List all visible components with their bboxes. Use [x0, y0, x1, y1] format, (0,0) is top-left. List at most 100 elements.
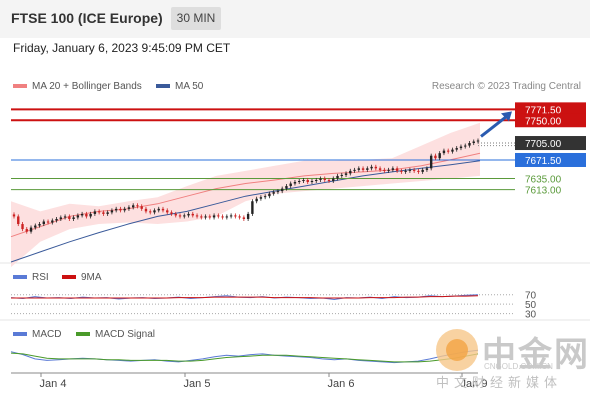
candle-body: [102, 212, 105, 214]
ma20-line: [10, 152, 481, 238]
candle-body: [59, 217, 63, 219]
rsi-ma-line: [11, 295, 479, 299]
candle-body: [34, 225, 37, 228]
rsi-ma-swatch: [62, 275, 76, 280]
candle-body: [131, 205, 135, 208]
candle-body: [374, 166, 378, 169]
level-label-bg-3: [515, 152, 586, 167]
candle-body: [293, 182, 297, 184]
candle-body: [25, 229, 28, 232]
legend-macd: MACD: [13, 329, 61, 340]
candle-body: [183, 215, 186, 217]
candle-body: [221, 216, 224, 218]
candle-body: [378, 168, 382, 170]
macd-signal-line: [10, 352, 479, 363]
level-label-4: 7635.00: [525, 174, 562, 185]
candle-body: [29, 227, 33, 232]
candle-body: [276, 191, 280, 193]
candle-body: [417, 170, 420, 172]
candle-body: [434, 155, 437, 159]
candle-body: [46, 221, 50, 223]
ma50-line: [10, 160, 481, 263]
candle-body: [204, 216, 207, 218]
candle-body: [476, 140, 480, 142]
watermark-subtitle: 中文财经新媒体: [436, 375, 563, 390]
research-credit: Research © 2023 Trading Central: [431, 81, 581, 92]
legend-macd-label: MACD: [32, 329, 62, 340]
bollinger-swatch: [13, 84, 27, 89]
candle-body: [195, 215, 199, 217]
macd-signal-swatch: [76, 332, 90, 337]
candle-body: [391, 168, 395, 170]
candle-body: [340, 174, 343, 176]
candle-body: [166, 210, 169, 213]
chart-datetime: Friday, January 6, 2023 9:45:09 PM CET: [13, 41, 231, 55]
candle-body: [357, 168, 361, 170]
candle-body: [246, 213, 250, 219]
candle-body: [421, 169, 424, 172]
candle-body: [191, 213, 194, 216]
candle-body: [438, 153, 441, 159]
candle-body: [336, 175, 339, 179]
timeframe-badge[interactable]: 30 MIN: [171, 7, 221, 30]
candle-body: [464, 145, 467, 147]
candle-body: [319, 178, 322, 180]
candle-body: [455, 148, 458, 150]
candle-body: [114, 208, 118, 211]
legend-rsi-label: RSI: [32, 272, 49, 283]
candle-body: [383, 169, 386, 171]
forecast-arrowhead: [501, 111, 512, 122]
candle-body: [315, 179, 318, 181]
candle-body: [123, 208, 126, 211]
candle-body: [42, 221, 45, 225]
candle-body: [51, 220, 54, 223]
candle-body: [72, 217, 75, 219]
candle-body: [302, 179, 305, 181]
watermark-url: CNGOLD.COM.CN: [484, 362, 553, 371]
candle-body: [259, 197, 263, 199]
candle-body: [353, 169, 356, 171]
candle-body: [21, 224, 24, 230]
candle-body: [149, 211, 152, 213]
rsi-swatch: [13, 275, 27, 280]
candle-body: [447, 150, 450, 152]
candle-body: [12, 214, 16, 217]
candle-body: [153, 210, 156, 213]
candle-body: [97, 211, 101, 213]
candle-body: [229, 215, 233, 217]
candle-body: [327, 179, 331, 181]
forecast-arrow: [480, 114, 509, 138]
candle-body: [85, 213, 88, 217]
candle-body: [174, 213, 177, 216]
header-bar: FTSE 100 (ICE Europe) 30 MIN: [0, 0, 590, 38]
candle-body: [178, 215, 182, 217]
ma50-swatch: [156, 84, 170, 89]
candle-body: [140, 206, 143, 209]
candle-body: [332, 178, 335, 181]
candle-body: [157, 208, 160, 211]
legend-ma50-label: MA 50: [175, 81, 204, 92]
level-label-bg-1: [515, 113, 586, 128]
candle-body: [323, 178, 326, 180]
x-tick-label-2: Jan 6: [328, 378, 355, 390]
candle-body: [310, 181, 314, 183]
candle-body: [110, 210, 114, 213]
candle-body: [280, 188, 284, 192]
candle-body: [408, 169, 412, 171]
candle-body: [225, 216, 229, 218]
candle-body: [17, 216, 20, 225]
candle-body: [442, 150, 446, 154]
candle-body: [80, 213, 84, 216]
watermark-logo-inner: [446, 339, 468, 361]
candle-body: [234, 215, 237, 217]
level-label-2: 7705.00: [525, 139, 562, 150]
candle-body: [395, 168, 399, 171]
candle-body: [451, 149, 454, 152]
candle-body: [387, 169, 390, 171]
candle-body: [366, 168, 369, 170]
legend-ma50: MA 50: [156, 81, 203, 92]
candle-body: [89, 213, 92, 217]
candle-body: [263, 196, 267, 198]
candle-body: [361, 168, 365, 170]
